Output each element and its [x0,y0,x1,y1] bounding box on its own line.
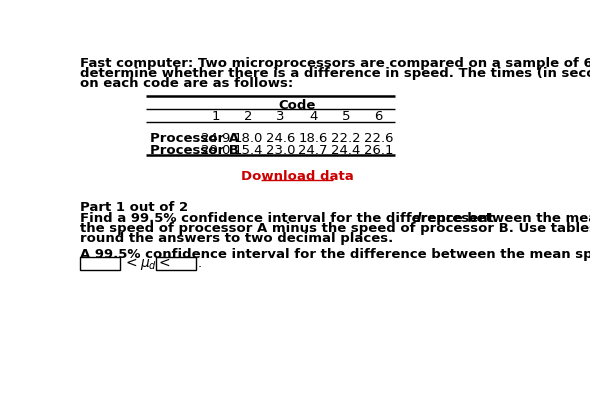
Text: Fast computer: Two microprocessors are compared on a sample of 6 benchmark codes: Fast computer: Two microprocessors are c… [80,57,590,70]
Text: 24.4: 24.4 [331,144,360,157]
Text: 22.6: 22.6 [363,132,393,145]
Text: 24.6: 24.6 [266,132,296,145]
Text: Find a 99.5% confidence interval for the difference between the mean speeds. Let: Find a 99.5% confidence interval for the… [80,212,590,225]
Text: 2: 2 [244,110,253,123]
Text: 29.0: 29.0 [201,144,230,157]
Text: $<\mu_d<$: $<\mu_d<$ [123,256,170,272]
Bar [80,258,120,270]
Text: determine whether there is a difference in speed. The times (in seconds) used by: determine whether there is a difference … [80,67,590,80]
Text: the speed of processor A minus the speed of processor B. Use tables to find the : the speed of processor A minus the speed… [80,222,590,235]
Text: d: d [411,212,421,225]
Text: 18.0: 18.0 [234,132,263,145]
Text: Part 1 out of 2: Part 1 out of 2 [80,201,188,214]
Text: .: . [198,258,202,270]
Text: A 99.5% confidence interval for the difference between the mean speeds is: A 99.5% confidence interval for the diff… [80,248,590,261]
Text: 6: 6 [374,110,382,123]
Text: 23.0: 23.0 [266,144,296,157]
Text: on each code are as follows:: on each code are as follows: [80,77,293,90]
Text: Download data: Download data [241,170,353,183]
Text: 15.4: 15.4 [234,144,263,157]
Text: 5: 5 [342,110,350,123]
Text: 1: 1 [211,110,220,123]
Text: 3: 3 [277,110,285,123]
Text: Code: Code [278,99,316,112]
Text: round the answers to two decimal places.: round the answers to two decimal places. [80,232,393,245]
Text: 24.9: 24.9 [201,132,230,145]
Text: 4: 4 [309,110,317,123]
Text: represent: represent [417,212,494,225]
Text: 18.6: 18.6 [299,132,328,145]
Bar [156,258,196,270]
Text: Processor B: Processor B [150,144,238,157]
Text: Processor A: Processor A [150,132,239,145]
Text: 26.1: 26.1 [363,144,393,157]
Text: 24.7: 24.7 [299,144,328,157]
Text: 22.2: 22.2 [331,132,360,145]
